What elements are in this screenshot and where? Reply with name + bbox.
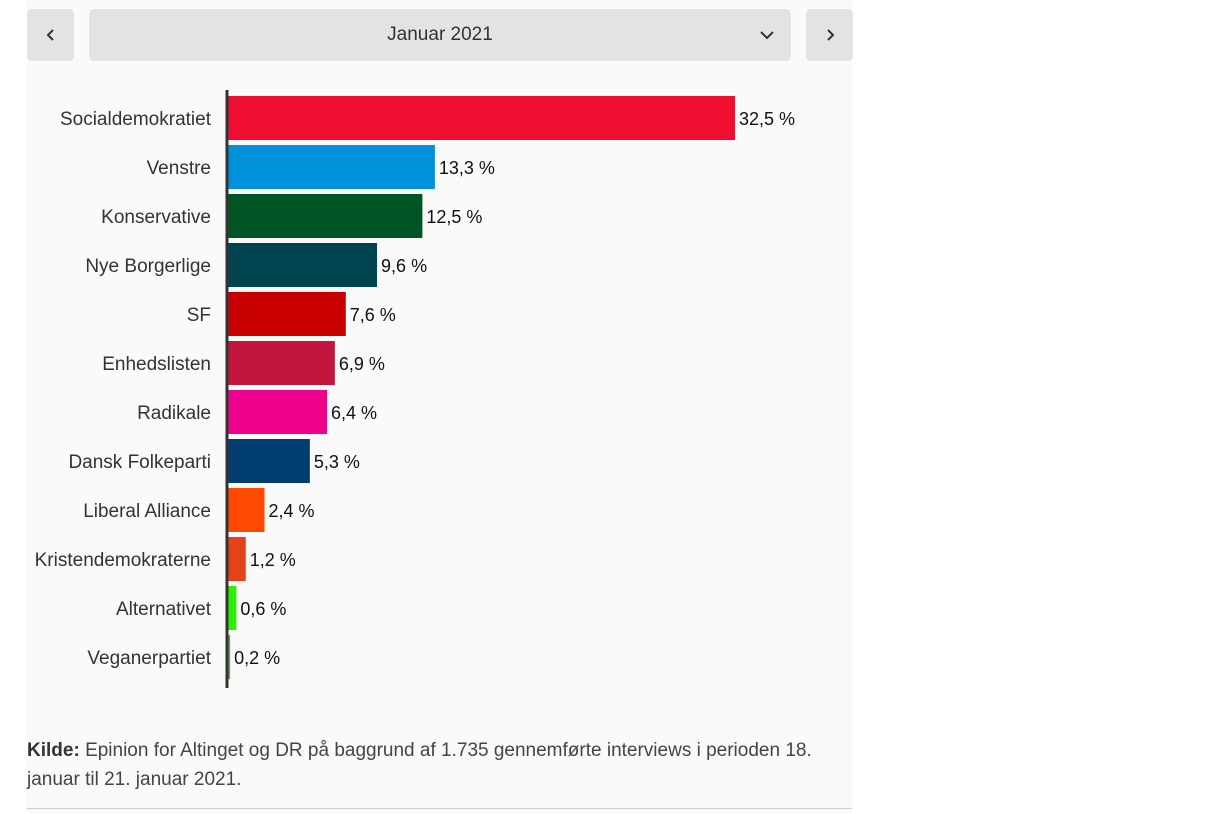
value-label: 2,4 % [269, 501, 315, 521]
value-label: 6,9 % [339, 354, 385, 374]
bar [227, 292, 346, 336]
category-label: Enhedslisten [102, 354, 211, 375]
bar [227, 341, 335, 385]
bar [227, 390, 328, 434]
chevron-right-icon [826, 29, 834, 41]
source-text: Epinion for Altinget og DR på baggrund a… [27, 740, 812, 790]
bar [227, 145, 435, 189]
value-label: 13,3 % [439, 158, 495, 178]
category-label: Kristendemokraterne [35, 550, 211, 571]
source-note: Kilde: Epinion for Altinget og DR på bag… [27, 736, 852, 794]
value-label: 9,6 % [381, 256, 427, 276]
category-label: Socialdemokratiet [60, 109, 212, 130]
bar [227, 635, 231, 679]
category-label: Liberal Alliance [83, 501, 211, 522]
category-label: Konservative [101, 207, 211, 228]
value-label: 1,2 % [250, 550, 296, 570]
previous-month-button[interactable] [27, 9, 74, 61]
bar [227, 439, 310, 483]
bar [227, 96, 735, 140]
poll-widget: Januar 2021 Socialdemokratiet 32,5 % Venst… [27, 0, 853, 814]
poll-bar-chart: Socialdemokratiet 32,5 % Venstre 13,3 % Kons… [35, 90, 795, 688]
category-label: SF [187, 305, 211, 326]
value-label: 6,4 % [331, 403, 377, 423]
divider [27, 808, 852, 809]
value-label: 5,3 % [314, 452, 360, 472]
category-label: Venstre [147, 158, 211, 179]
bar [227, 194, 423, 238]
bar [227, 586, 237, 630]
value-label: 0,6 % [240, 599, 286, 619]
value-label: 0,2 % [234, 648, 280, 668]
month-select-value: Januar 2021 [387, 24, 493, 45]
chevron-down-icon [760, 31, 774, 40]
next-month-button[interactable] [806, 9, 853, 61]
source-label: Kilde: [27, 740, 80, 761]
category-label: Veganerpartiet [87, 648, 211, 669]
category-label: Nye Borgerlige [85, 256, 211, 277]
value-label: 32,5 % [739, 109, 795, 129]
category-label: Dansk Folkeparti [68, 452, 211, 473]
bar [227, 488, 265, 532]
chevron-left-icon [46, 29, 54, 41]
category-label: Radikale [137, 403, 211, 424]
month-select[interactable]: Januar 2021 [89, 9, 791, 61]
value-label: 12,5 % [426, 207, 482, 227]
category-label: Alternativet [116, 599, 212, 620]
bar [227, 537, 246, 581]
value-label: 7,6 % [350, 305, 396, 325]
bar [227, 243, 378, 287]
